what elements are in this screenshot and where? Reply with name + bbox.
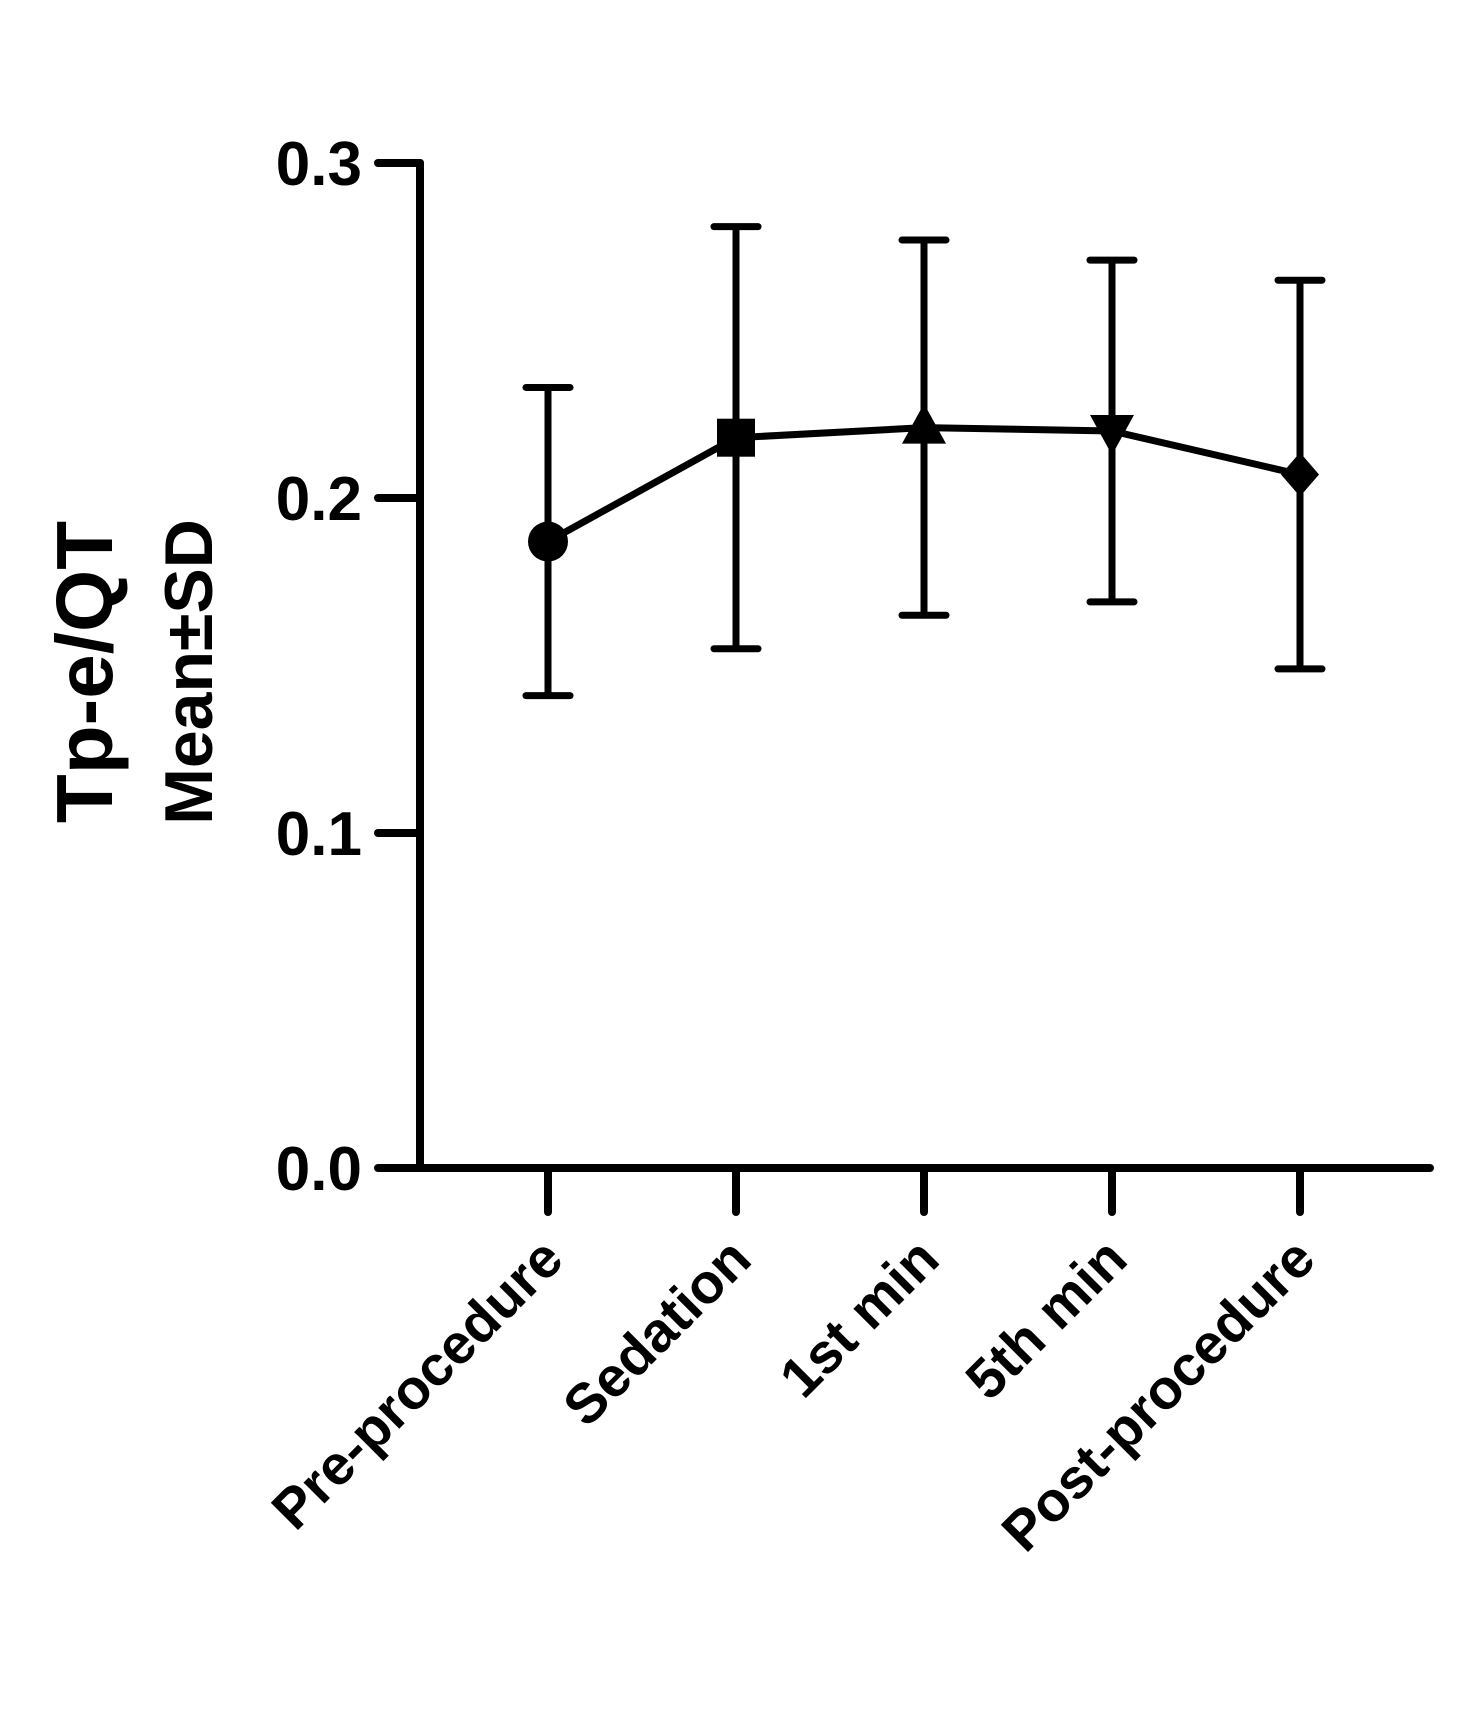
data-point-diamond — [1281, 452, 1319, 497]
y-tick-label: 0.2 — [276, 465, 362, 534]
y-tick-label: 0.1 — [276, 800, 362, 869]
y-tick-label: 0.0 — [276, 1135, 362, 1204]
x-tick-label: Post-procedure — [989, 1226, 1326, 1563]
data-point-circle — [528, 521, 568, 562]
y-axis-subtitle: Mean±SD — [151, 519, 227, 825]
y-tick-label: 0.3 — [276, 130, 362, 199]
data-point-triangle-up — [902, 403, 946, 444]
x-tick-label: 1st min — [767, 1226, 950, 1409]
data-point-square — [717, 418, 755, 457]
error-bars — [522, 223, 1326, 700]
x-tick-label: 5th min — [953, 1226, 1138, 1411]
x-tick-label: Pre-procedure — [259, 1226, 574, 1541]
axes — [374, 159, 1434, 1216]
y-axis-title: Tp-e/QT — [40, 521, 129, 823]
x-tick-label: Sedation — [551, 1226, 763, 1438]
data-point-triangle-down — [1090, 415, 1134, 455]
data-markers — [528, 403, 1319, 562]
